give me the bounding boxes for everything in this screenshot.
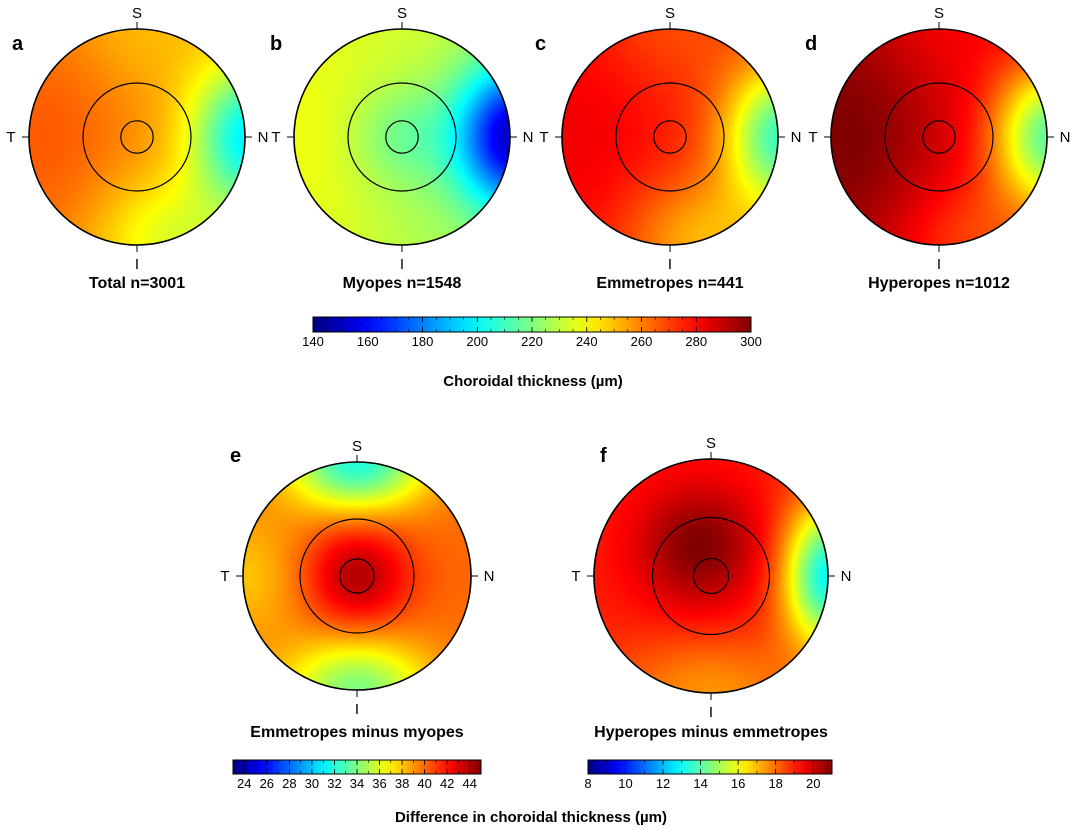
colorbar-bottom-left-tick-label: 44 (462, 776, 476, 791)
colorbar-bottom-left-tick-label: 34 (350, 776, 364, 791)
middle-ring (299, 518, 415, 634)
map-panel-f: S I T Nf Hyperopes minus emmetropes (571, 435, 851, 741)
colorbar-bottom-label: Difference in choroidal thickness (µm) (395, 809, 667, 826)
panel-letter-d: d (805, 33, 817, 55)
label-nasal: N (791, 129, 802, 146)
label-nasal: N (841, 568, 852, 585)
colorbar-top-tick-label: 240 (576, 334, 598, 349)
inner-ring (385, 120, 419, 154)
label-superior: S (934, 5, 944, 22)
colorbar-bottom-left-tick-label: 36 (372, 776, 386, 791)
panel-title-f: Hyperopes minus emmetropes (594, 724, 828, 741)
colorbar-top-tick-label: 140 (302, 334, 324, 349)
colorbar-bottom-left-tick-label: 42 (440, 776, 454, 791)
colorbar-bottom-right-gradient (587, 759, 833, 775)
heatmap-image-e (243, 462, 471, 690)
map-panel-b: S I T Nb Myopes n=1548 (270, 5, 533, 292)
label-inferior: I (668, 256, 672, 273)
label-superior: S (352, 438, 362, 455)
colorbars: Choroidal thickness (µm) Difference in c… (232, 316, 833, 826)
colorbar-top-tick-label: 160 (357, 334, 379, 349)
panel-title-d: Hyperopes n=1012 (868, 275, 1010, 292)
panel-title-b: Myopes n=1548 (343, 275, 462, 292)
colorbar-top-tick-label: 200 (466, 334, 488, 349)
colorbar-bottom-right-tick-label: 8 (584, 776, 591, 791)
map-panel-a: S I T Na Total n=3001 (6, 5, 268, 292)
colorbar-bottom-left: 24 26 28 30 32 34 36 38 40 42 44 (232, 759, 482, 791)
panel-letter-a: a (12, 33, 24, 55)
label-superior: S (706, 435, 716, 452)
label-inferior: I (135, 256, 139, 273)
colorbar-top-tick-label: 260 (631, 334, 653, 349)
colorbar-top-tick-label: 180 (412, 334, 434, 349)
colorbar-bottom-left-tick-label: 38 (395, 776, 409, 791)
label-temporal: T (571, 568, 580, 585)
middle-ring (651, 516, 771, 636)
colorbar-bottom-left-tick-label: 26 (260, 776, 274, 791)
middle-ring (884, 82, 994, 192)
colorbar-top: 140 160 180 200 220 240 260 280 300 (302, 316, 762, 349)
map-panel-c: S I T Nc Emmetropes n=441 (535, 5, 801, 292)
map-panel-e: S I T Ne Emmetropes minus myopes (220, 438, 494, 741)
colorbar-top-tick-label: 300 (740, 334, 762, 349)
label-nasal: N (258, 129, 269, 146)
label-temporal: T (6, 129, 15, 146)
colorbar-bottom-right: 8 10 12 14 16 18 20 (584, 759, 833, 791)
inner-ring (653, 120, 687, 154)
label-temporal: T (539, 129, 548, 146)
colorbar-bottom-right-tick-label: 16 (731, 776, 745, 791)
panel-letter-c: c (535, 33, 546, 55)
colorbar-bottom-right-tick-label: 10 (618, 776, 632, 791)
heatmap-image-a (29, 29, 245, 245)
panel-title-e: Emmetropes minus myopes (250, 724, 464, 741)
label-nasal: N (1060, 129, 1071, 146)
label-superior: S (665, 5, 675, 22)
label-temporal: T (271, 129, 280, 146)
inner-ring (120, 120, 154, 154)
middle-ring (615, 82, 725, 192)
heatmap-image-c (562, 29, 778, 245)
colorbar-top-label: Choroidal thickness (µm) (443, 373, 623, 390)
inner-ring (339, 558, 375, 594)
heatmap-image-b (294, 29, 510, 245)
label-inferior: I (937, 256, 941, 273)
label-nasal: N (523, 129, 534, 146)
label-inferior: I (400, 256, 404, 273)
colorbar-bottom-left-tick-label: 30 (305, 776, 319, 791)
colorbar-bottom-left-tick-label: 40 (417, 776, 431, 791)
middle-ring (82, 82, 192, 192)
colorbar-bottom-left-tick-label: 24 (237, 776, 251, 791)
label-temporal: T (808, 129, 817, 146)
label-superior: S (397, 5, 407, 22)
colorbar-top-tick-label: 280 (685, 334, 707, 349)
colorbar-bottom-left-tick-label: 32 (327, 776, 341, 791)
panel-letter-f: f (600, 445, 607, 467)
label-inferior: I (355, 701, 359, 718)
panel-letter-e: e (230, 445, 241, 467)
label-nasal: N (484, 568, 495, 585)
panel-title-c: Emmetropes n=441 (596, 275, 743, 292)
label-temporal: T (220, 568, 229, 585)
heatmap-image-d (831, 29, 1047, 245)
colorbar-bottom-right-tick-label: 20 (806, 776, 820, 791)
heatmap-image-f (594, 459, 828, 693)
colorbar-bottom-left-tick-label: 28 (282, 776, 296, 791)
label-superior: S (132, 5, 142, 22)
colorbar-bottom-right-tick-label: 18 (768, 776, 782, 791)
inner-ring (692, 557, 730, 595)
inner-ring (922, 120, 956, 154)
colorbar-top-tick-label: 220 (521, 334, 543, 349)
colorbar-bottom-right-tick-label: 12 (656, 776, 670, 791)
colorbar-bottom-right-tick-label: 14 (693, 776, 707, 791)
panel-title-a: Total n=3001 (89, 275, 185, 292)
middle-ring (347, 82, 457, 192)
map-panel-d: S I T Nd Hyperopes n=1012 (805, 5, 1070, 292)
panel-letter-b: b (270, 33, 282, 55)
label-inferior: I (709, 704, 713, 721)
